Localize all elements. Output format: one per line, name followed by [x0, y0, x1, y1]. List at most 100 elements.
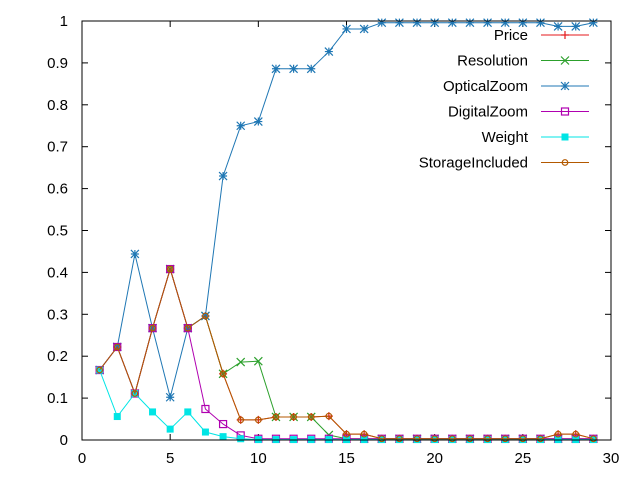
series-resolution: [95, 264, 598, 444]
data-point-digitalzoom: [218, 419, 228, 429]
data-point-opticalzoom: [553, 22, 563, 31]
x-tick-label: 15: [338, 450, 355, 467]
y-tick-label: 0.7: [47, 139, 68, 156]
legend-label-resolution: Resolution: [457, 53, 528, 70]
data-point-storageincluded: [554, 430, 562, 438]
legend-item-weight: Weight: [482, 129, 589, 146]
data-point-storageincluded: [96, 366, 104, 374]
data-point-storageincluded: [131, 390, 139, 397]
series-line-resolution: [99, 267, 594, 440]
plot-frame: [81, 20, 612, 441]
data-point-opticalzoom: [306, 64, 316, 74]
y-tick-label: 0.1: [47, 390, 68, 407]
data-point-digitalzoom: [166, 264, 175, 274]
data-point-digitalzoom: [113, 342, 122, 352]
data-point-opticalzoom: [518, 18, 528, 28]
y-tick-label: 0.2: [47, 348, 68, 365]
legend-marker-weight: [561, 133, 569, 141]
data-point-storageincluded: [325, 412, 333, 420]
data-point-storageincluded: [448, 435, 456, 443]
y-tick-label: 0: [60, 432, 68, 449]
legend-marker-price: [561, 31, 569, 39]
x-tick-label: 10: [250, 450, 267, 467]
axes: 0 5 10 15 20 25 30 0 0.1 0.2 0.3 0.4 0.5 0.6 0.7 0.8 0.9…: [47, 13, 619, 467]
legend-item-price: Price: [494, 27, 589, 44]
legend-label-weight: Weight: [482, 129, 529, 146]
data-point-opticalzoom: [377, 18, 387, 28]
data-point-storageincluded: [360, 430, 368, 438]
data-point-opticalzoom: [253, 117, 263, 126]
data-point-storageincluded: [413, 435, 421, 443]
data-point-weight: [113, 413, 121, 421]
data-point-storageincluded: [237, 416, 245, 424]
legend-marker-digitalzoom: [560, 107, 570, 116]
data-point-storageincluded: [396, 435, 403, 443]
series-storageincluded: [96, 265, 597, 443]
data-point-opticalzoom: [165, 392, 175, 402]
data-point-storageincluded: [272, 413, 280, 421]
data-point-storageincluded: [202, 312, 209, 320]
y-tick-label: 1: [60, 13, 68, 30]
data-point-opticalzoom: [483, 18, 492, 28]
x-tick-label: 25: [514, 450, 531, 467]
data-point-storageincluded: [254, 416, 262, 424]
legend-label-opticalzoom: OpticalZoom: [443, 78, 528, 95]
data-point-opticalzoom: [430, 18, 440, 28]
data-point-opticalzoom: [500, 18, 510, 28]
data-point-storageincluded: [113, 343, 121, 351]
data-point-storageincluded: [519, 435, 527, 443]
series-line-storageincluded: [99, 267, 594, 440]
data-point-opticalzoom: [342, 24, 351, 34]
data-point-opticalzoom: [218, 171, 228, 181]
data-point-weight: [201, 428, 209, 436]
legend-marker-storageincluded: [561, 159, 569, 166]
data-point-opticalzoom: [571, 22, 581, 31]
data-point-opticalzoom: [130, 249, 140, 259]
series-line-digitalzoom: [99, 267, 594, 440]
y-tick-label: 0.5: [47, 223, 68, 240]
data-point-storageincluded: [290, 413, 298, 421]
data-point-digitalzoom: [183, 324, 192, 333]
legend-label-digitalzoom: DigitalZoom: [448, 104, 528, 121]
data-point-storageincluded: [501, 435, 509, 443]
data-point-digitalzoom: [201, 404, 210, 414]
series-price: [95, 265, 598, 443]
series-opticalzoom: [95, 18, 598, 402]
series-digitalzoom: [95, 264, 598, 443]
data-point-weight: [96, 366, 104, 374]
legend-marker-resolution: [560, 56, 570, 65]
data-point-storageincluded: [589, 435, 597, 443]
data-point-digitalzoom: [148, 324, 157, 333]
data-point-weight: [184, 408, 192, 416]
data-point-weight: [237, 435, 245, 443]
data-point-opticalzoom: [412, 18, 422, 28]
series-line-weight: [99, 369, 594, 441]
data-point-opticalzoom: [359, 24, 369, 34]
legend: Price Resolution OpticalZoom DigitalZoom Wei…: [419, 27, 589, 172]
x-tick-label: 30: [603, 450, 620, 467]
data-point-storageincluded: [572, 430, 580, 438]
data-point-storageincluded: [466, 435, 474, 443]
y-tick-label: 0.8: [47, 97, 68, 114]
data-point-opticalzoom: [447, 18, 457, 28]
data-point-storageincluded: [184, 324, 192, 332]
x-tick-label: 5: [166, 450, 174, 467]
data-point-opticalzoom: [236, 121, 246, 131]
y-tick-label: 0.6: [47, 181, 68, 198]
data-point-opticalzoom: [588, 18, 598, 28]
legend-item-storageincluded: StorageIncluded: [419, 155, 589, 172]
data-point-opticalzoom: [465, 18, 475, 28]
data-point-storageincluded: [378, 435, 386, 443]
data-point-storageincluded: [537, 435, 544, 443]
legend-label-storageincluded: StorageIncluded: [419, 155, 528, 172]
data-point-storageincluded: [166, 265, 174, 273]
x-tick-label: 0: [78, 450, 86, 467]
data-point-storageincluded: [307, 413, 315, 421]
data-point-storageincluded: [343, 430, 350, 438]
data-point-weight: [149, 408, 157, 416]
data-point-weight: [166, 425, 174, 433]
legend-item-opticalzoom: OpticalZoom: [443, 78, 589, 95]
data-point-resolution: [236, 357, 246, 367]
legend-label-price: Price: [494, 27, 528, 44]
